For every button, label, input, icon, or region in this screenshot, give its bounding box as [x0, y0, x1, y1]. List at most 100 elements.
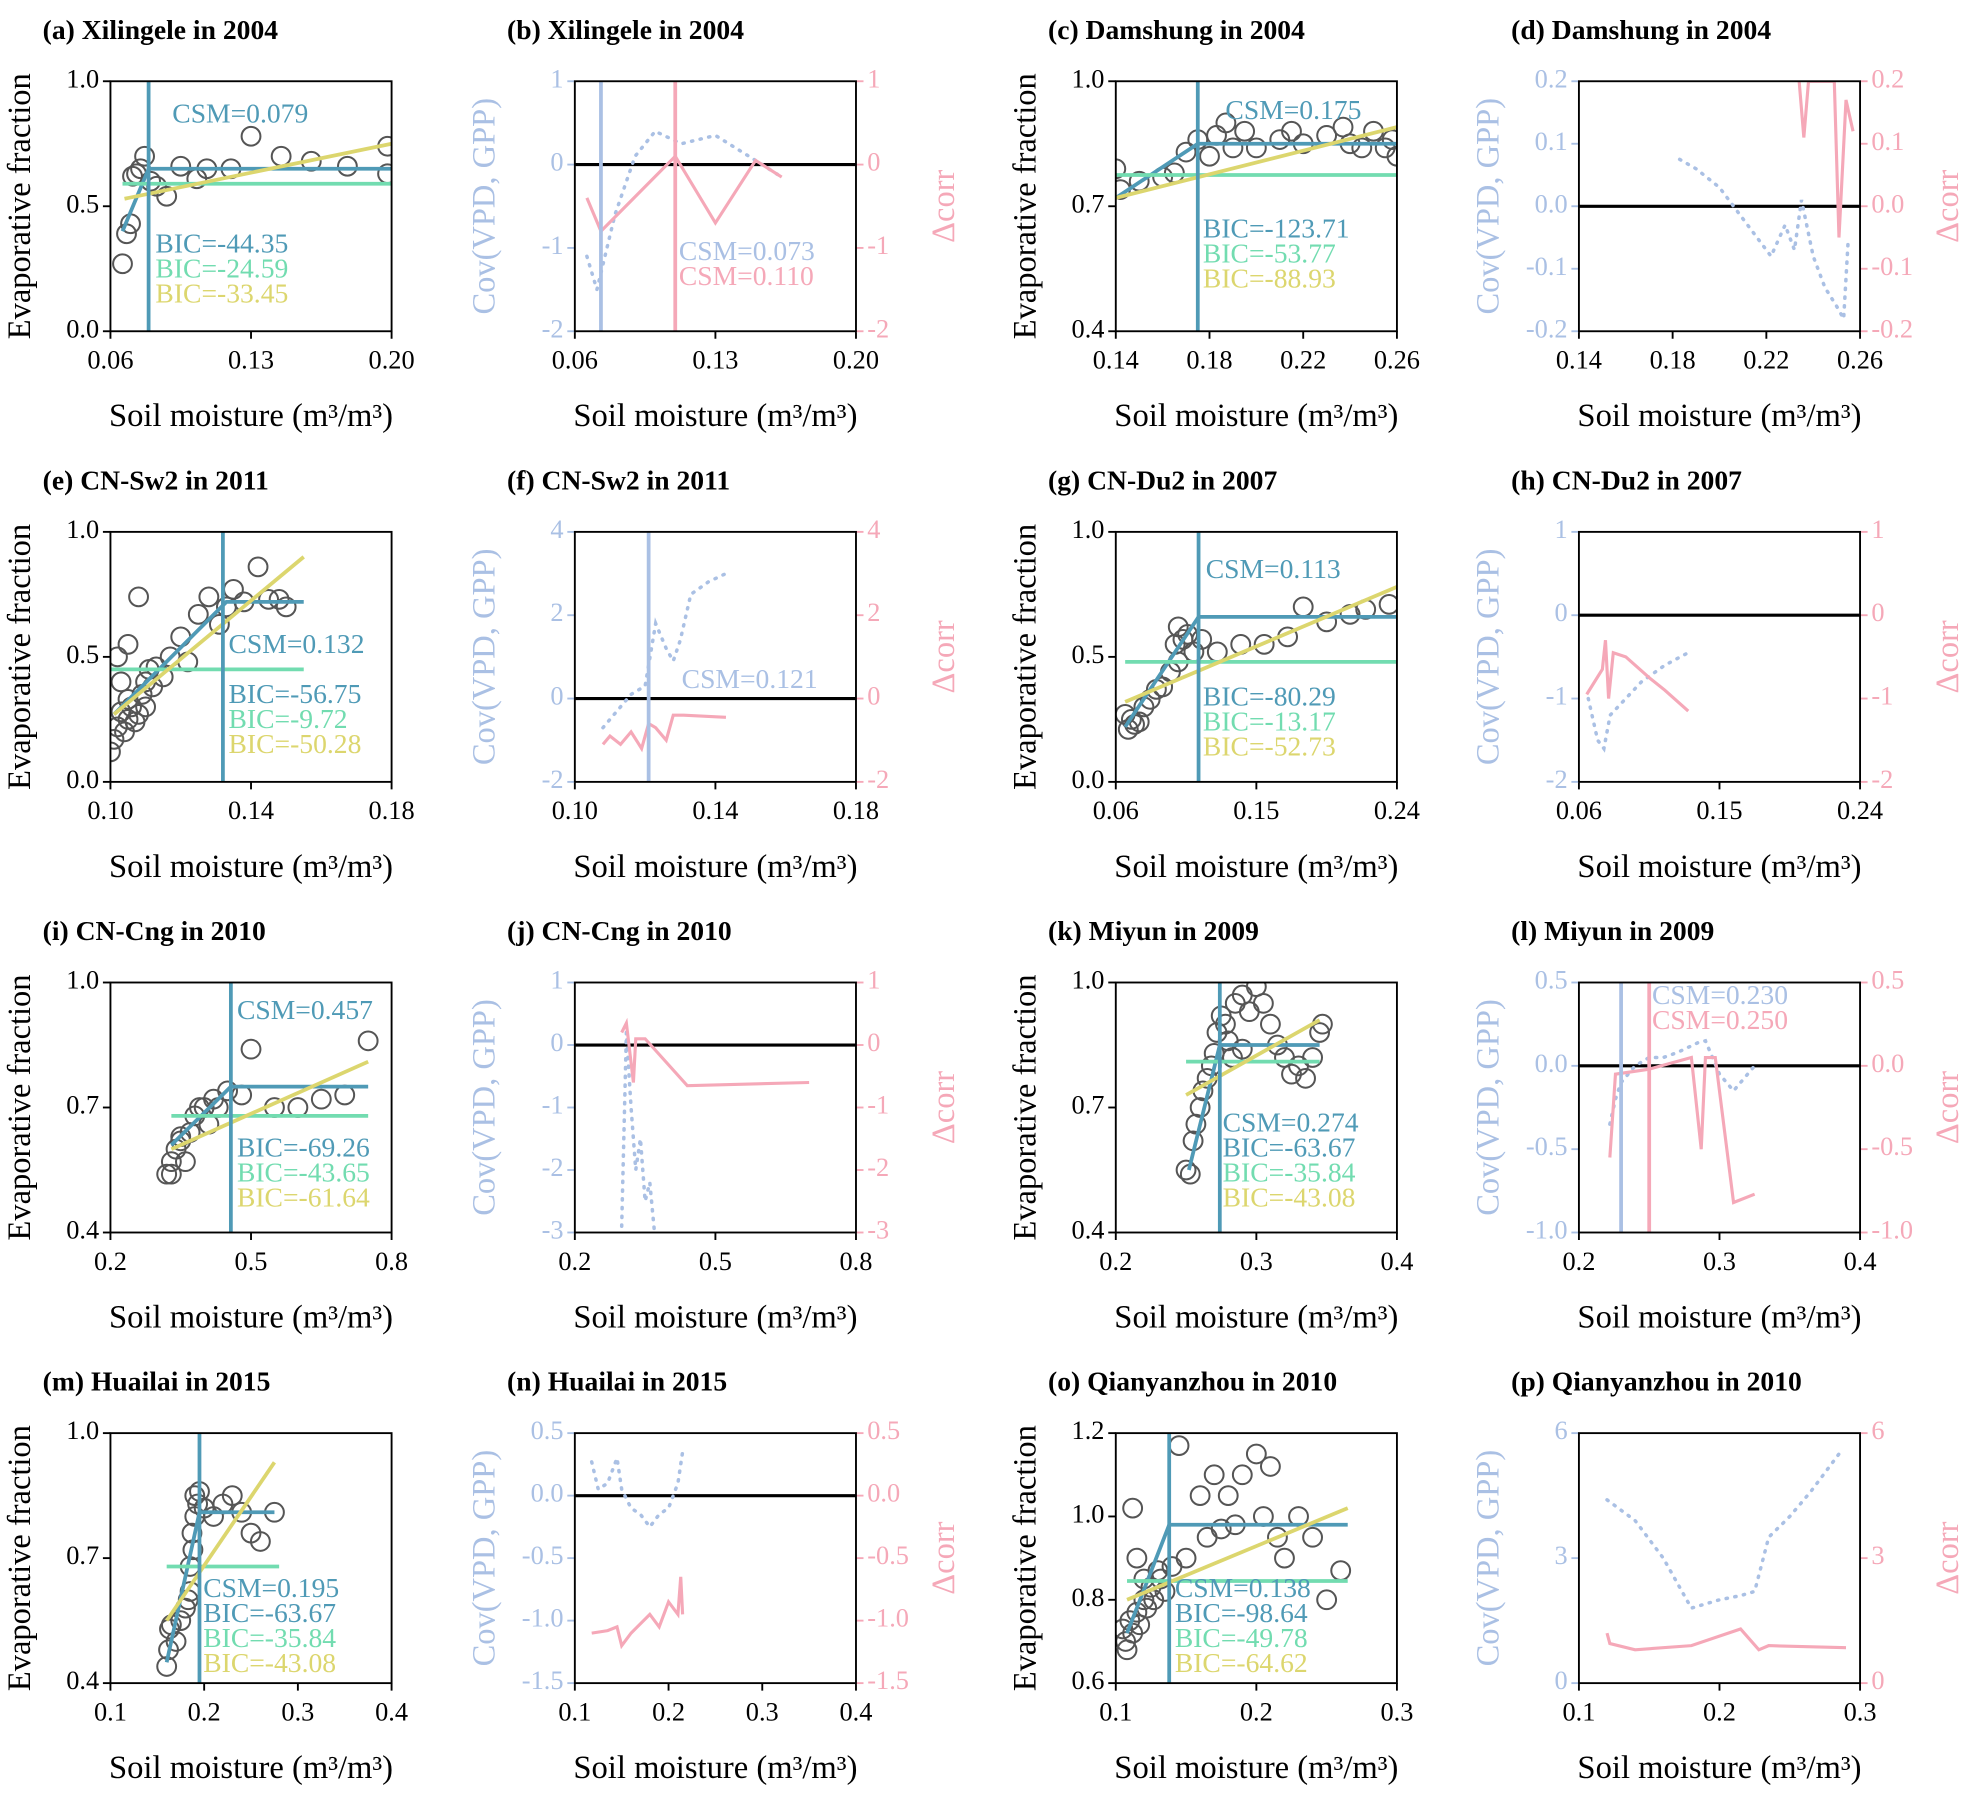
y2-tick-label: 0.0: [1871, 189, 1904, 218]
x-tick-label: 0.5: [699, 1247, 732, 1276]
series-line: [620, 1017, 810, 1088]
plot-area: [110, 531, 305, 782]
point: [165, 1631, 187, 1652]
y2-tick-label: -1.5: [867, 1666, 909, 1695]
series-line: [601, 571, 728, 730]
y-tick-label: 1.0: [66, 515, 99, 544]
series-line: [1115, 125, 1397, 200]
panel-title: (k) Miyun in 2009: [1048, 915, 1259, 946]
point: [268, 589, 290, 610]
x-tick-label: 0.2: [1562, 1247, 1595, 1276]
x-axis-label: Soil moisture (m³/m³): [573, 849, 857, 885]
y2-tick-label: 0.0: [1871, 1049, 1904, 1078]
panel: (m) Huailai in 2015 Soil moisture (m³/m³)…: [2, 1366, 408, 1786]
x-tick-label: 0.8: [375, 1247, 408, 1276]
y2-axis-label: Δcorr: [1930, 1071, 1966, 1144]
panel: (d) Damshung in 2004 Soil moisture (m³/m³…: [1470, 14, 1965, 434]
plot-area: [1175, 982, 1333, 1233]
point: [1245, 1443, 1267, 1465]
x-tick-label: 0.10: [87, 796, 133, 825]
point: [1217, 1485, 1239, 1506]
y-tick-label: -0.2: [1526, 314, 1568, 343]
point: [1203, 1464, 1225, 1486]
point: [1252, 992, 1274, 1014]
csm-label: CSM=0.132: [229, 628, 365, 659]
y2-tick-label: -0.2: [1871, 314, 1913, 343]
x-axis-label: Soil moisture (m³/m³): [109, 1750, 393, 1786]
series-line: [170, 1059, 369, 1151]
series-line: [591, 1576, 685, 1650]
csm-label: CSM=0.175: [1225, 94, 1361, 125]
x-tick-label: 0.2: [1099, 1247, 1132, 1276]
csm-label: CSM=0.138: [1175, 1572, 1311, 1603]
series-line: [1124, 585, 1397, 704]
plot-area: [574, 81, 856, 332]
plot-area: [156, 1433, 285, 1684]
bic-label: BIC=-98.64: [1175, 1597, 1308, 1628]
y-tick-label: 2: [550, 598, 563, 627]
panel-title: (c) Damshung in 2004: [1048, 14, 1305, 45]
y2-axis-label: Δcorr: [926, 170, 962, 243]
x-tick-label: 0.2: [1240, 1697, 1273, 1726]
y-tick-label: 0.7: [1072, 189, 1105, 218]
point: [1191, 629, 1213, 650]
y2-axis-label: Δcorr: [926, 1521, 962, 1594]
y-tick-label: 1.0: [1072, 64, 1105, 93]
panel-title: (m) Huailai in 2015: [43, 1366, 271, 1397]
bic-label: BIC=-13.17: [1203, 706, 1336, 737]
bic-label: BIC=-80.29: [1203, 681, 1336, 712]
plot-area: [574, 531, 856, 782]
y-axis-label: Cov(VPD, GPP): [1470, 98, 1506, 315]
series-line: [585, 129, 784, 297]
point: [270, 145, 292, 167]
x-tick-label: 0.4: [1380, 1247, 1413, 1276]
series-line: [1585, 640, 1690, 713]
y2-tick-label: 3: [1871, 1541, 1884, 1570]
panel: (n) Huailai in 2015 Soil moisture (m³/m³)…: [466, 1366, 961, 1786]
plot-frame: [1114, 981, 1398, 1234]
point: [240, 125, 262, 147]
panel: (j) CN-Cng in 2010 Soil moisture (m³/m³) C…: [466, 915, 961, 1335]
plot-area: [1578, 982, 1861, 1233]
panel-title: (h) CN-Du2 in 2007: [1511, 464, 1742, 495]
y2-tick-label: 0.5: [867, 1416, 900, 1445]
y-axis-label: Evaporative fraction: [2, 974, 38, 1240]
x-tick-label: 0.2: [558, 1247, 591, 1276]
series-line: [1608, 1055, 1756, 1205]
point: [112, 253, 133, 275]
y2-tick-label: 1: [867, 64, 880, 93]
x-tick-label: 0.18: [369, 796, 415, 825]
point: [357, 1030, 379, 1052]
x-tick-label: 0.1: [1562, 1697, 1595, 1726]
x-tick-label: 0.2: [188, 1697, 221, 1726]
y-tick-label: 0.8: [1072, 1583, 1105, 1612]
panel-title: (f) CN-Sw2 in 2011: [507, 464, 730, 495]
point: [1122, 1497, 1144, 1519]
x-axis-label: Soil moisture (m³/m³): [1577, 398, 1861, 434]
y-axis-label: Cov(VPD, GPP): [1470, 549, 1506, 766]
y-tick-label: 1.0: [66, 64, 99, 93]
series-line: [112, 555, 305, 716]
y2-tick-label: -2: [867, 1153, 889, 1182]
x-tick-label: 0.3: [746, 1697, 779, 1726]
x-tick-label: 0.13: [228, 346, 274, 375]
point: [1259, 1013, 1281, 1035]
y2-tick-label: -1.0: [1871, 1216, 1913, 1245]
panel-title: (e) CN-Sw2 in 2011: [43, 464, 269, 495]
x-tick-label: 0.1: [1099, 1697, 1132, 1726]
y-tick-label: 0: [550, 1028, 563, 1057]
x-tick-label: 0.18: [1186, 346, 1232, 375]
panel-title: (a) Xilingele in 2004: [43, 14, 279, 45]
y2-tick-label: -0.5: [1871, 1132, 1913, 1161]
x-tick-label: 0.24: [1837, 796, 1883, 825]
point: [1231, 1464, 1253, 1486]
point: [128, 586, 149, 608]
point: [240, 1038, 262, 1060]
x-tick-label: 0.3: [1703, 1247, 1736, 1276]
bic-label: BIC=-9.72: [229, 703, 348, 734]
bic-label: BIC=-53.77: [1203, 238, 1336, 269]
x-tick-label: 0.2: [94, 1247, 127, 1276]
bic-label: BIC=-63.67: [203, 1597, 336, 1628]
y2-axis-label: Δcorr: [1930, 620, 1966, 693]
